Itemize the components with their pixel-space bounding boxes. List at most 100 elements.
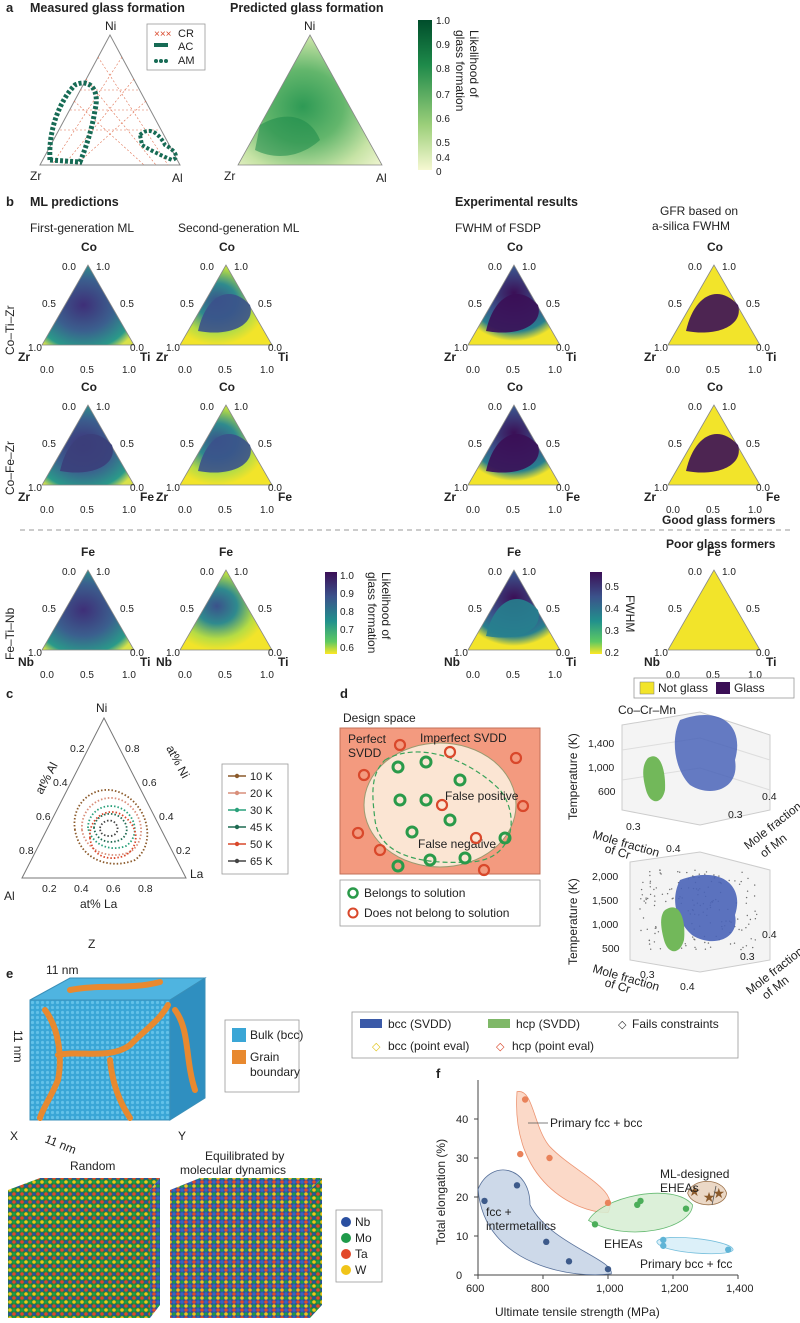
x-tick-label: 800 (531, 1283, 549, 1295)
fail-point (709, 946, 712, 948)
fail-point (640, 888, 643, 891)
fail-point (749, 918, 752, 921)
svg-text:0.5: 0.5 (605, 582, 619, 593)
panel-c: c Ni Al La 0.2 0.4 0.6 0.8 0.8 0.6 0.4 0… (4, 686, 289, 911)
panel-c-ticks-right: 0.8 0.6 0.4 0.2 (125, 743, 191, 857)
measured-am-region-2 (137, 128, 178, 163)
fail-point (653, 904, 656, 907)
fail-point (669, 888, 671, 891)
measured-am-region (47, 80, 99, 165)
panel-b: b ML predictions Experimental results Fi… (3, 194, 795, 699)
tick-br-0: 0.0 (130, 483, 144, 494)
fail-point (754, 910, 756, 912)
fail-point (748, 923, 750, 925)
tick-mid-right: 0.5 (746, 604, 760, 615)
fail-point (750, 938, 752, 940)
fail-point (657, 931, 660, 933)
vertex-left: Nb (444, 655, 460, 669)
bcc-region-top (674, 714, 738, 792)
tick-top-right: 1.0 (722, 402, 736, 413)
y-tick-label: 0 (456, 1270, 462, 1282)
legend-dot-2 (234, 807, 240, 813)
legend-label-0: 10 K (250, 771, 273, 783)
svg-text:0.3: 0.3 (728, 809, 743, 821)
tick-bottom-05: 0.5 (218, 670, 232, 681)
tick-bottom-1: 1.0 (748, 365, 762, 376)
dim-top: 11 nm (46, 963, 78, 977)
tick-bottom-0: 0.0 (178, 365, 192, 376)
legend-dot-4 (234, 841, 240, 847)
vertex-left: Zr (156, 490, 168, 504)
fail-point (740, 880, 742, 883)
tick-bl-1: 1.0 (654, 648, 668, 659)
fail-point (659, 872, 661, 874)
legend-fails: Fails constraints (632, 1017, 719, 1031)
plot-3d-bottom: 2,000 1,500 1,000 500 (592, 851, 771, 973)
legend-not-glass-swatch (639, 681, 655, 695)
tick-mid-right: 0.5 (120, 439, 134, 450)
tick-bottom-0: 0.0 (466, 505, 480, 516)
fail-point (680, 947, 683, 949)
fail-point (654, 932, 656, 935)
tick-top-left: 0.0 (200, 402, 214, 413)
tick-top-right: 1.0 (96, 262, 110, 273)
label-primary-fcc-bcc: Primary fcc + bcc (550, 1116, 642, 1130)
tick-br-0: 0.0 (756, 648, 770, 659)
vertex-right: Fe (140, 490, 154, 504)
fail-point (659, 869, 661, 871)
fail-point (648, 943, 651, 945)
fail-point (660, 873, 662, 875)
data-point (513, 1182, 521, 1189)
vertex-left: Zr (18, 350, 30, 364)
fail-point (649, 880, 652, 882)
svg-text:0.8: 0.8 (138, 883, 153, 895)
fail-point (655, 887, 657, 889)
panel-c-contours (73, 789, 149, 865)
tick-mid-left: 0.5 (180, 439, 194, 450)
perfect-svdd-label-1: Perfect (348, 732, 387, 746)
vertex-left: Zr (644, 490, 656, 504)
fail-point (707, 942, 710, 944)
svg-text:0.4: 0.4 (159, 811, 174, 823)
svg-text:0.4: 0.4 (74, 883, 89, 895)
tick-bottom-05: 0.5 (706, 365, 720, 376)
measured-legend: ××× CR AC AM (146, 23, 206, 71)
vertex-left: Nb (644, 655, 660, 669)
legend-nb: Nb (355, 1215, 371, 1229)
tick-bottom-1: 1.0 (122, 365, 136, 376)
fail-point (694, 869, 696, 871)
poor-glass-formers: Poor glass formers (666, 537, 776, 551)
data-point (517, 1150, 524, 1158)
tick-bottom-05: 0.5 (80, 365, 94, 376)
svg-text:1,000: 1,000 (588, 762, 614, 774)
panel-c-axis-ni: at% Ni (163, 743, 192, 781)
tick-bottom-05: 0.5 (706, 505, 720, 516)
tick-bottom-0: 0.0 (466, 670, 480, 681)
tick-br-0: 0.0 (130, 343, 144, 354)
legend-belongs-marker (347, 887, 359, 899)
tick-bottom-0: 0.0 (40, 670, 54, 681)
fail-point (645, 897, 647, 899)
tick-bl-1: 1.0 (654, 483, 668, 494)
svg-text:0.4: 0.4 (605, 604, 619, 615)
panel-b-sub-gfr-2: a-silica FWHM (652, 219, 730, 233)
predicted-vertex-al: Al (376, 171, 387, 185)
panel-c-vertex-ni: Ni (96, 701, 107, 715)
tick-top-right: 1.0 (722, 567, 736, 578)
fail-point (653, 895, 656, 897)
tick-br-0: 0.0 (268, 483, 282, 494)
data-point (604, 1265, 612, 1273)
svg-text:0.6: 0.6 (142, 777, 157, 789)
x-tick-label: 600 (466, 1283, 484, 1295)
vertex-right: Ti (140, 350, 150, 364)
vertex-top: Co (507, 240, 523, 254)
fail-point (698, 873, 700, 875)
tick-bottom-0: 0.0 (178, 670, 192, 681)
tick-top-left: 0.0 (688, 262, 702, 273)
panel-a-colorbar-label-1: Likelihood of (467, 30, 481, 98)
x-tick-label: 1,000 (596, 1283, 624, 1295)
